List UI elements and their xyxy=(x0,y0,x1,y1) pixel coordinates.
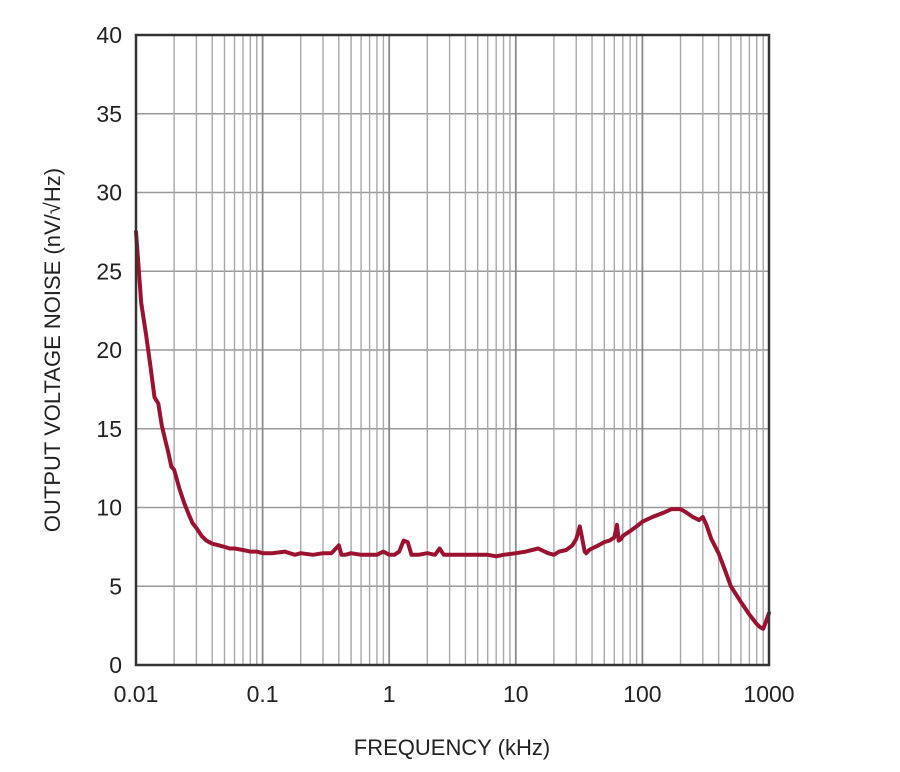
grid xyxy=(135,34,769,666)
plot-frame xyxy=(134,33,771,667)
y-tick-label-7: 35 xyxy=(96,101,122,127)
y-tick-label-3: 15 xyxy=(96,416,122,442)
y-tick-label-1: 5 xyxy=(109,573,122,599)
y-tick-label-0: 0 xyxy=(109,652,122,678)
y-tick-label-6: 30 xyxy=(96,180,122,206)
y-tick-label-4: 20 xyxy=(96,337,122,363)
y-tick-label-5: 25 xyxy=(96,258,122,284)
x-tick-label-2: 1 xyxy=(383,681,396,707)
x-tick-label-5: 1000 xyxy=(743,681,794,707)
x-tick-label-0: 0.01 xyxy=(114,681,159,707)
x-tick-label-3: 10 xyxy=(503,681,529,707)
x-axis-label: FREQUENCY (kHz) xyxy=(354,735,550,760)
series-line-output-noise xyxy=(134,229,771,631)
tick-labels: 0 5 10 15 20 25 30 35 40 0.01 0.1 1 10 100 1000 xyxy=(96,22,794,707)
y-axis-label: OUTPUT VOLTAGE NOISE (nV/√Hz) xyxy=(40,168,65,532)
x-tick-label-4: 100 xyxy=(623,681,661,707)
y-tick-label-2: 10 xyxy=(96,495,122,521)
x-tick-label-1: 0.1 xyxy=(247,681,279,707)
y-tick-label-8: 40 xyxy=(96,22,122,48)
